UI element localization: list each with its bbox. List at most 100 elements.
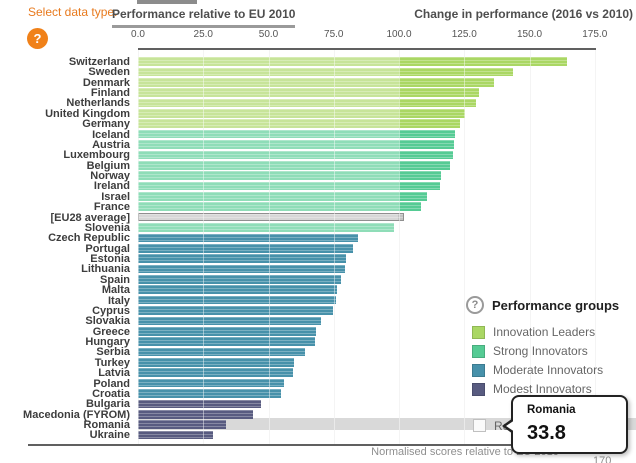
country-label: Finland [90,87,130,100]
country-label: Romania [83,419,130,432]
leader-color-swatch [472,325,485,339]
country-label: Portugal [85,242,130,255]
bar-sub100-shade [138,57,399,66]
country-bar[interactable] [138,378,284,388]
country-bar[interactable] [138,326,317,336]
country-bar[interactable] [138,337,316,346]
country-bar[interactable] [138,316,321,326]
country-bar[interactable] [138,119,460,129]
x-tick-label: 175.0 [582,29,608,40]
country-bar[interactable] [138,420,227,429]
country-bar[interactable] [138,160,450,170]
gridline [138,50,139,444]
country-label: Sweden [88,66,130,79]
bar-sub100-shade [138,119,399,129]
tab-performance-relative[interactable]: Performance relative to EU 2010 [112,7,296,28]
country-bar[interactable] [138,306,333,315]
country-bar[interactable] [138,171,441,180]
country-label: Netherlands [66,97,130,110]
gridline [464,50,466,444]
country-bar[interactable] [138,430,214,440]
country-bar[interactable] [138,150,453,160]
country-bar[interactable] [138,264,346,274]
country-bar[interactable] [138,98,476,108]
gridline [529,50,531,444]
country-label: Austria [92,138,130,151]
bar-sub100-shade [138,88,399,97]
country-label: Malta [101,284,130,297]
country-bar[interactable] [138,88,479,97]
country-label: Ireland [93,180,130,193]
country-bar[interactable] [138,223,394,232]
country-bar[interactable] [138,109,466,118]
tooltip-value: 33.8 [527,422,566,444]
bar-sub100-shade [138,150,399,160]
bar-sub100-shade [138,140,399,149]
country-bar[interactable] [138,389,282,398]
country-bar[interactable] [138,77,495,87]
country-bar[interactable] [138,140,454,149]
moderate-color-swatch [472,363,485,377]
country-bar[interactable] [138,202,422,212]
country-bar[interactable] [138,212,405,222]
country-bar[interactable] [138,275,342,284]
gridline [399,50,400,444]
modest-color-swatch [472,382,485,396]
gridline [529,50,531,444]
country-bar[interactable] [138,399,262,409]
country-bar[interactable] [138,181,440,191]
country-bar[interactable] [138,347,305,357]
help-icon[interactable]: ? [27,28,48,49]
country-label: France [93,201,130,214]
gridline [464,50,466,444]
country-bar[interactable] [138,233,359,243]
country-label: Iceland [92,128,130,141]
strong-color-swatch [472,344,485,358]
country-label: Ukraine [89,429,130,442]
gridline [594,50,596,444]
legend-item-label: Modest Innovators [493,382,592,396]
x-axis-line-bottom [28,444,596,446]
bar-sub100-shade [138,192,399,201]
legend-item-label: Strong Innovators [493,344,588,358]
x-axis-line-top [138,48,596,50]
tab-change-in-performance[interactable]: Change in performance (2016 vs 2010) [414,7,633,21]
x-tick-label: 0.0 [131,29,145,40]
country-bar[interactable] [138,409,253,419]
country-bar[interactable] [138,243,354,253]
x-tick-label: 75.0 [324,29,344,40]
x-tick-label: 125.0 [451,29,477,40]
gridline [268,50,270,444]
country-label: Italy [107,294,130,307]
reference-checkbox[interactable] [473,419,486,432]
country-bar[interactable] [138,67,513,77]
country-label: Serbia [96,346,130,359]
country-label: Slovenia [84,221,130,234]
tab-scroll-indicator [137,0,197,4]
country-bar[interactable] [138,57,568,66]
country-label: Turkey [94,356,130,369]
bar-sub100-shade [139,213,399,221]
country-label: Cyprus [92,304,130,317]
country-bar[interactable] [138,295,337,305]
x-tick-label: 150.0 [516,29,543,40]
country-label: Denmark [82,76,130,89]
country-bar[interactable] [138,254,347,263]
bar-sub100-shade [138,160,399,170]
country-bar[interactable] [138,192,428,201]
bar-sub100-shade [138,181,399,191]
bar-sub100-shade [138,171,399,180]
country-bar[interactable] [138,368,293,378]
country-label: Norway [90,170,130,183]
country-label: Hungary [85,336,130,349]
country-bar[interactable] [138,285,337,295]
country-bar[interactable] [138,129,455,139]
legend-header: ? Performance groups [466,296,619,314]
bar-sub100-shade [138,98,399,108]
gridline [594,50,596,444]
x-tick-label: 100.0 [386,29,412,40]
country-label: Estonia [90,253,130,266]
country-bar[interactable] [138,358,294,367]
country-label: Germany [82,118,130,131]
legend-help-icon[interactable]: ? [466,296,484,314]
